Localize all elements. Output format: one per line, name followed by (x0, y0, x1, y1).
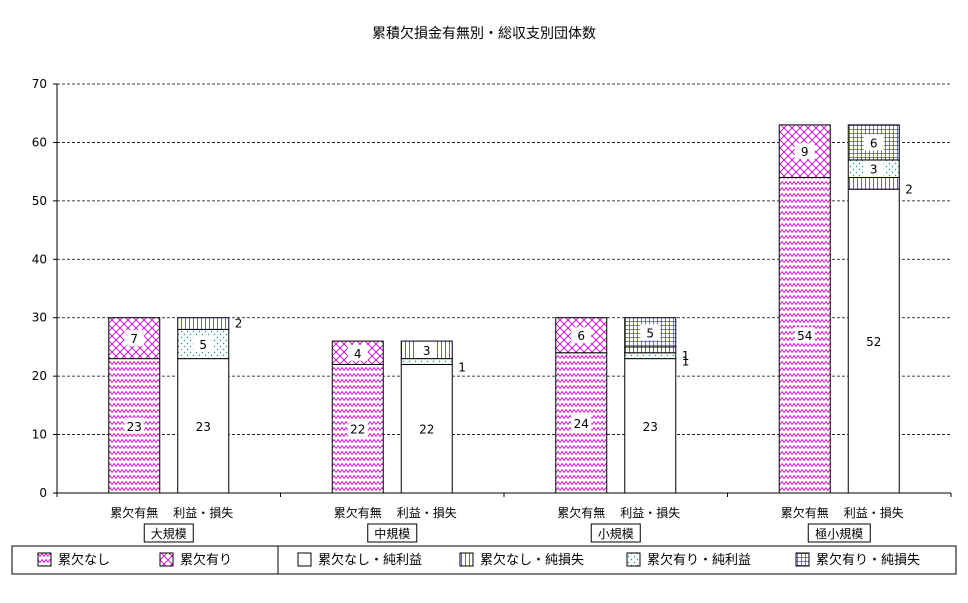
value-label: 23 (127, 420, 142, 434)
legend-swatch (459, 552, 474, 567)
legend-label: 累欠有り (180, 552, 232, 568)
value-label-bg (416, 420, 437, 437)
group-label: 小規模 (598, 526, 634, 541)
value-label: 1 (682, 355, 690, 369)
value-label: 22 (419, 423, 434, 437)
group-label-box (807, 523, 871, 543)
bar-segment (400, 358, 453, 365)
value-label-bg (193, 336, 214, 353)
value-label-bg (794, 327, 815, 344)
legend-swatch (159, 552, 174, 567)
legend-swatch (37, 552, 52, 567)
group-label-box (367, 523, 418, 543)
value-label: 52 (866, 335, 881, 349)
value-label-bg (863, 160, 884, 177)
y-tick-label: 70 (32, 77, 47, 91)
y-tick-label: 30 (32, 311, 47, 325)
value-label-bg (794, 143, 815, 160)
x-bar-label: 累欠有無 (334, 505, 382, 520)
value-label: 9 (801, 145, 809, 159)
value-label: 22 (350, 423, 365, 437)
y-tick-label: 0 (39, 486, 47, 500)
bars (108, 124, 900, 494)
bar-segment (624, 352, 677, 360)
legend-swatch (297, 552, 312, 567)
value-label: 2 (905, 182, 913, 196)
legend-label: 累欠有り・純損失 (816, 552, 920, 568)
x-bar-label: 累欠有無 (110, 505, 158, 520)
value-label-bg (416, 341, 437, 358)
value-label: 6 (577, 329, 585, 343)
value-label-bg (124, 417, 145, 434)
value-label-bg (863, 134, 884, 151)
y-tick-label: 20 (32, 369, 47, 383)
value-label: 7 (130, 332, 138, 346)
legend-label: 累欠有り・純利益 (647, 552, 751, 568)
x-bar-label: 利益・損失 (397, 505, 457, 520)
value-label: 23 (196, 420, 211, 434)
group-label: 大規模 (151, 526, 187, 541)
group-label-box (590, 523, 641, 543)
bar-segment (624, 346, 677, 354)
legend-label: 累欠なし・純利益 (318, 552, 422, 568)
legend-swatch (626, 552, 641, 567)
value-label-bg (571, 414, 592, 431)
group-label: 中規模 (374, 526, 410, 541)
value-label: 6 (870, 136, 878, 150)
value-label-bg (640, 324, 661, 341)
value-label-bg (124, 330, 145, 347)
y-tick-label: 50 (32, 194, 47, 208)
bar-segment (177, 317, 230, 330)
value-label-bg (193, 417, 214, 434)
value-label: 24 (574, 417, 589, 431)
x-bar-label: 累欠有無 (781, 505, 829, 520)
legend-label: 累欠なし (58, 552, 110, 568)
bar-segment (847, 176, 900, 190)
value-label: 1 (682, 349, 690, 363)
x-bar-label: 利益・損失 (844, 505, 904, 520)
group-label-box (143, 523, 194, 543)
group-label: 極小規模 (815, 526, 863, 541)
value-label: 3 (423, 344, 431, 358)
value-label: 5 (199, 338, 207, 352)
chart-title: 累積欠損金有無別・総収支別団体数 (372, 26, 596, 42)
value-label-bg (347, 344, 368, 361)
value-label-bg (571, 327, 592, 344)
value-label: 2 (235, 317, 243, 331)
value-label-bg (863, 333, 884, 350)
value-label: 5 (646, 326, 654, 340)
value-label-bg (347, 420, 368, 437)
value-label: 54 (797, 329, 812, 343)
y-tick-label: 60 (32, 135, 47, 149)
value-label: 3 (870, 163, 878, 177)
value-label-bg (640, 417, 661, 434)
y-tick-label: 40 (32, 252, 47, 266)
value-label: 1 (458, 361, 466, 375)
legend-swatch (795, 552, 810, 567)
legend: 累欠なし 累欠有り 累欠なし・純利益 累欠なし・純損失 累欠有り・純利益 累欠有り・純損失 (11, 545, 957, 575)
x-bar-label: 利益・損失 (173, 505, 233, 520)
x-bar-label: 利益・損失 (620, 505, 680, 520)
y-tick-label: 10 (32, 428, 47, 442)
value-label: 23 (643, 420, 658, 434)
legend-label: 累欠なし・純損失 (480, 552, 584, 568)
value-label: 4 (354, 347, 362, 361)
x-bar-label: 累欠有無 (557, 505, 605, 520)
